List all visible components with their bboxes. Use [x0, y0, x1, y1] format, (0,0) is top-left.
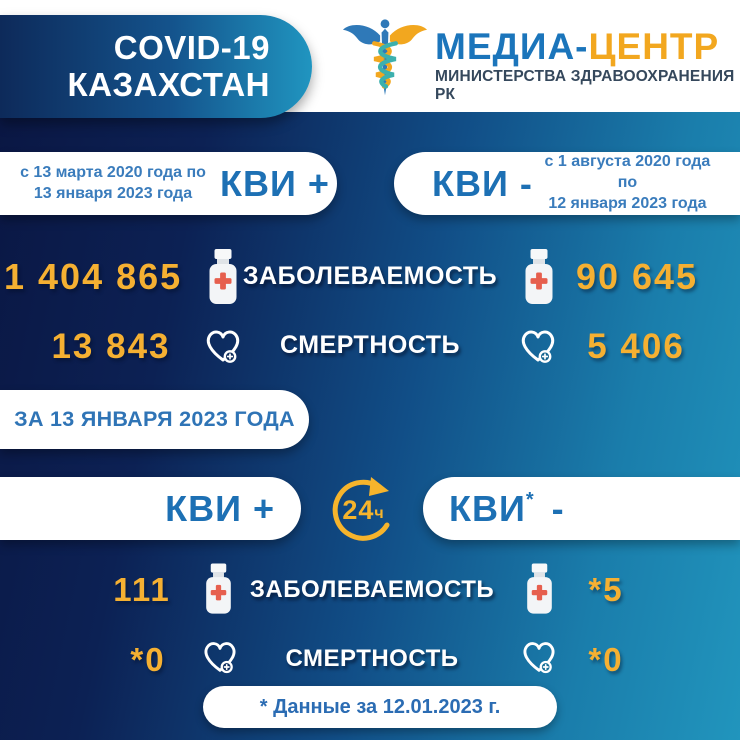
- logo-title-media: МЕДИА-: [435, 26, 589, 67]
- footnote-badge: * Данные за 12.01.2023 г.: [203, 686, 557, 728]
- cumulative-mortality-kvi-plus-value: 13 843: [51, 327, 171, 366]
- heart-icon: [515, 322, 561, 373]
- medicine-bottle-icon: [203, 562, 234, 621]
- cumulative-incidence-label: ЗАБОЛЕВАЕМОСТЬ: [242, 262, 498, 290]
- kvi-minus-period: с 1 августа 2020 года по 12 января 2023 …: [533, 152, 740, 214]
- cumulative-mortality-label: СМЕРТНОСТЬ: [279, 331, 460, 359]
- kvi-minus-period-line2: 12 января 2023 года: [548, 194, 707, 212]
- kvi-plus-period-badge: с 13 марта 2020 года по 13 января 2023 г…: [0, 152, 337, 215]
- daily-kvi-minus-text: КВИ: [449, 487, 526, 529]
- 24h-label: 24 ч: [325, 472, 401, 548]
- daily-mortality-kvi-plus-value: *0: [130, 641, 166, 678]
- 24h-letter: ч: [374, 505, 384, 522]
- daily-mortality-label: СМЕРТНОСТЬ: [285, 645, 459, 672]
- heart-icon: [198, 634, 242, 683]
- daily-incidence-label: ЗАБОЛЕВАЕМОСТЬ: [249, 576, 495, 603]
- kvi-plus-period-line2: 13 января 2023 года: [33, 184, 193, 202]
- kvi-plus-period-line1: с 13 марта 2020 года по: [20, 163, 206, 181]
- kvi-plus-period: с 13 марта 2020 года по 13 января 2023 г…: [0, 163, 212, 205]
- daily-incidence-kvi-minus-value: *5: [588, 571, 624, 608]
- 24h-number: 24: [342, 494, 375, 525]
- covid-title-line2: КАЗАХСТАН: [67, 65, 270, 103]
- cumulative-mortality-kvi-minus-value: 5 406: [587, 327, 685, 366]
- heart-icon: [200, 322, 246, 373]
- covid-title-line1: COVID-19: [113, 28, 270, 66]
- daily-kvi-minus-asterisk: *: [525, 488, 535, 511]
- medicine-bottle-icon: [524, 562, 555, 621]
- medicine-bottle-icon: [206, 248, 240, 311]
- daily-kvi-minus-badge: КВИ* -: [423, 477, 740, 540]
- caduceus-icon: [341, 16, 429, 104]
- daily-kvi-plus-badge: КВИ +: [0, 477, 301, 540]
- logo-title-center: ЦЕНТР: [588, 26, 720, 67]
- kvi-minus-period-badge: КВИ - с 1 августа 2020 года по 12 января…: [394, 152, 740, 215]
- logo-text: МЕДИА-ЦЕНТР МИНИСТЕРСТВА ЗДРАВООХРАНЕНИЯ…: [435, 16, 740, 104]
- kvi-minus-period-line1: с 1 августа 2020 года по: [544, 153, 711, 192]
- kvi-plus-label: КВИ +: [220, 162, 330, 204]
- logo-title: МЕДИА-ЦЕНТР: [435, 28, 740, 65]
- covid-title-badge: COVID-19 КАЗАХСТАН: [0, 15, 312, 118]
- daily-kvi-minus-label: КВИ* -: [449, 488, 565, 530]
- 24h-clock-icon: 24 ч: [325, 472, 401, 548]
- cumulative-incidence-kvi-plus-value: 1 404 865: [4, 256, 183, 297]
- daily-kvi-plus-label: КВИ +: [165, 487, 275, 529]
- kvi-minus-label: КВИ -: [432, 162, 533, 204]
- logo-subtitle: МИНИСТЕРСТВА ЗДРАВООХРАНЕНИЯ РК: [435, 68, 735, 103]
- daily-kvi-minus-dash: -: [551, 487, 565, 529]
- heart-icon: [517, 634, 561, 683]
- medicine-bottle-icon: [522, 248, 556, 311]
- daily-date-badge: ЗА 13 ЯНВАРЯ 2023 ГОДА: [0, 390, 309, 449]
- daily-incidence-kvi-plus-value: 111: [113, 571, 171, 608]
- media-center-logo: МЕДИА-ЦЕНТР МИНИСТЕРСТВА ЗДРАВООХРАНЕНИЯ…: [341, 16, 740, 104]
- cumulative-incidence-kvi-minus-value: 90 645: [575, 256, 699, 297]
- daily-mortality-kvi-minus-value: *0: [588, 641, 624, 678]
